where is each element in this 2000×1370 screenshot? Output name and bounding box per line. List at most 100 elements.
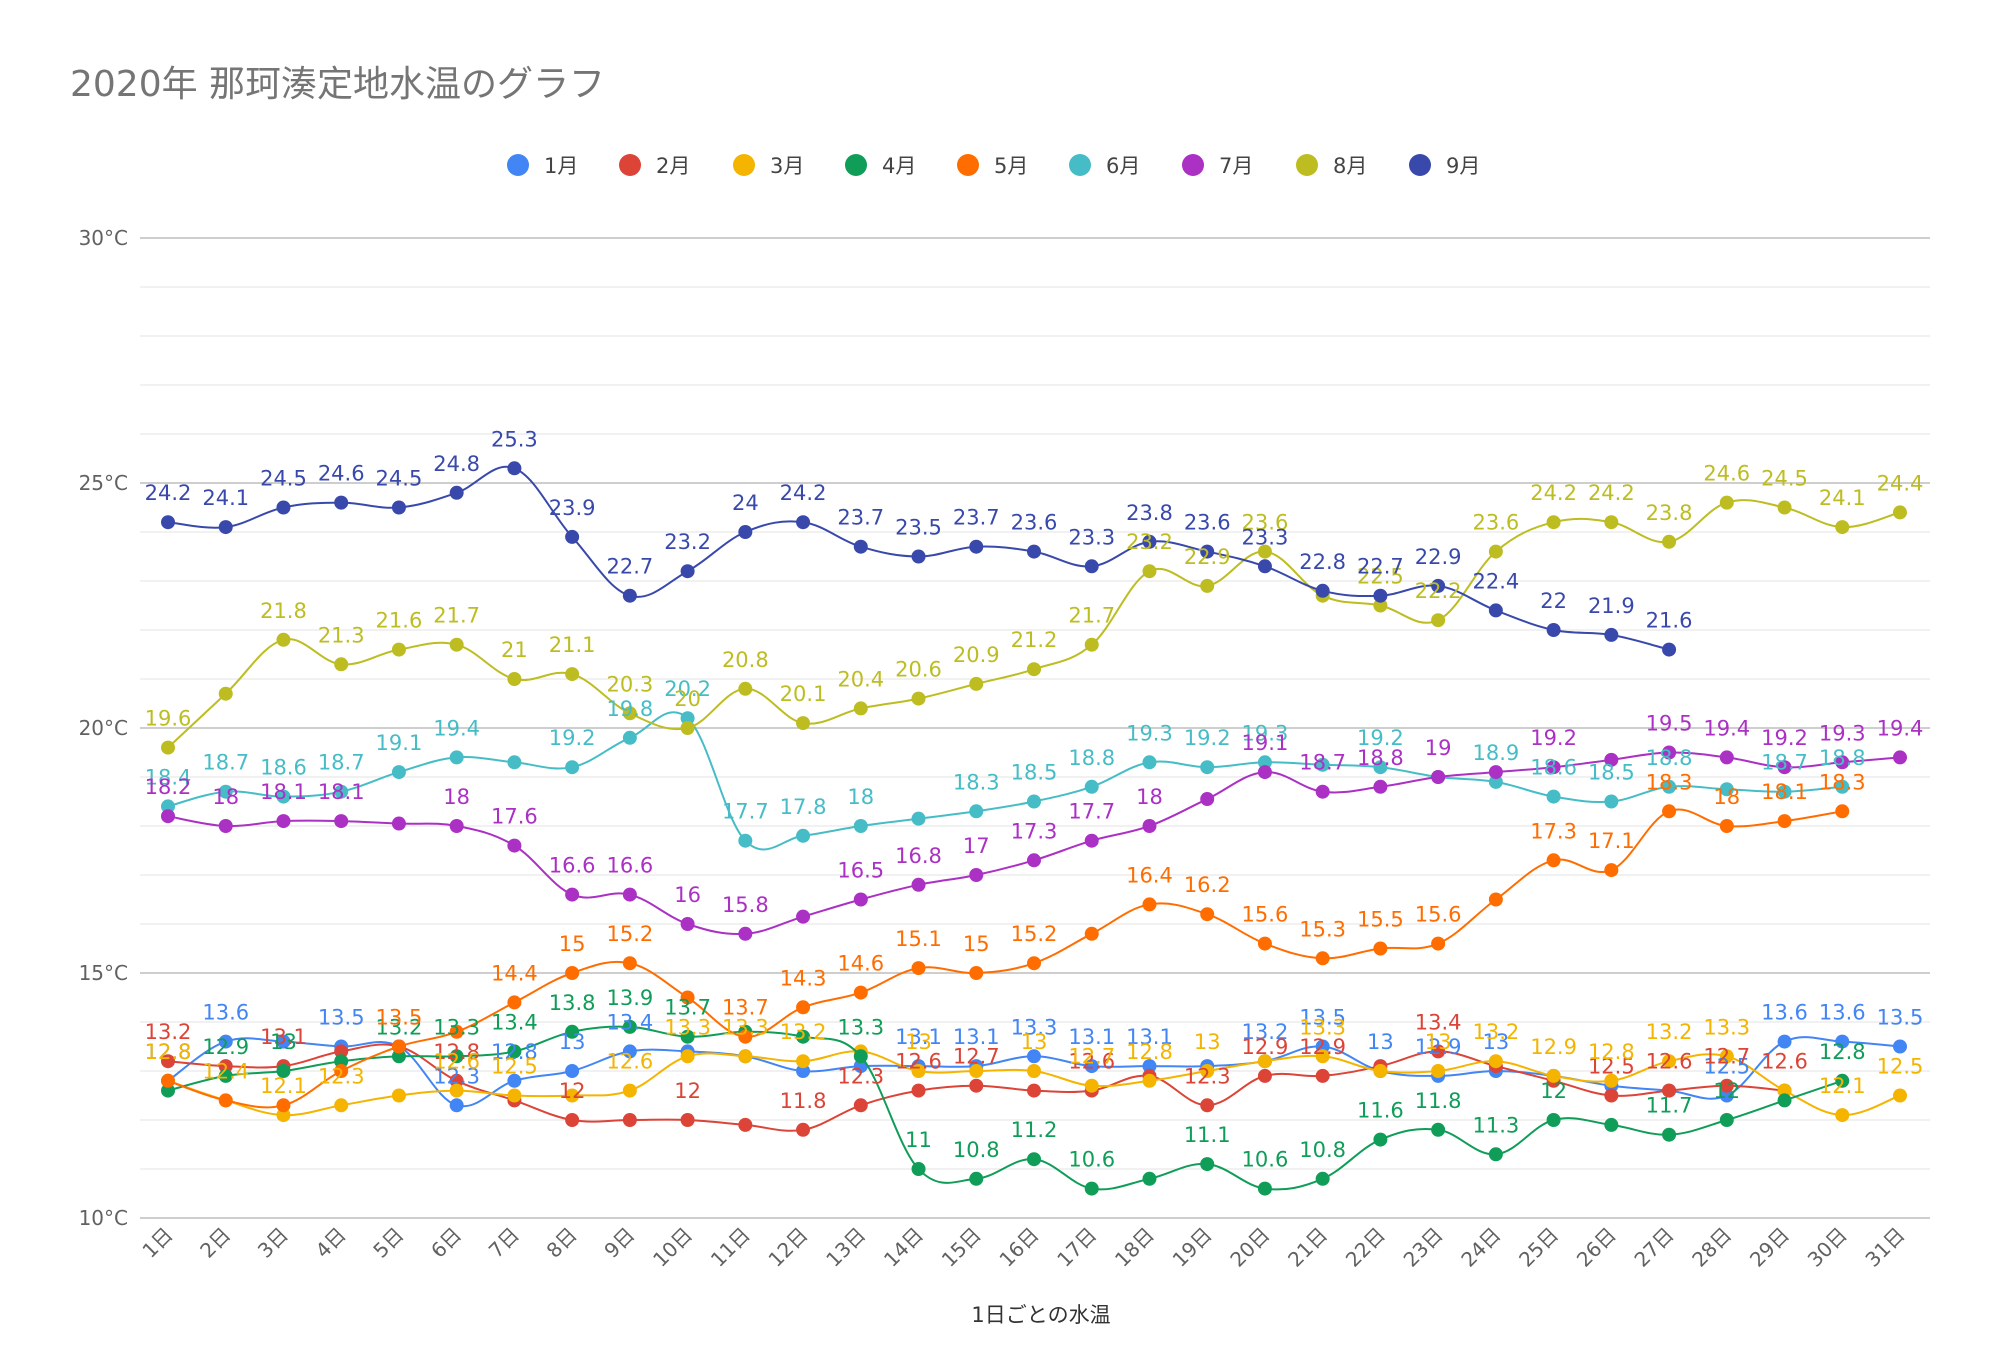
data-point[interactable]	[1027, 1152, 1041, 1167]
data-point[interactable]	[391, 1049, 406, 1064]
data-point[interactable]	[1719, 1113, 1734, 1127]
data-point[interactable]	[853, 701, 868, 716]
data-point[interactable]	[1431, 770, 1446, 784]
data-point[interactable]	[853, 892, 868, 907]
data-point[interactable]	[334, 1054, 349, 1069]
data-point[interactable]	[1604, 1073, 1619, 1088]
data-point[interactable]	[1893, 505, 1907, 520]
data-point[interactable]	[911, 877, 926, 892]
data-point[interactable]	[680, 1113, 695, 1127]
data-point[interactable]	[449, 637, 464, 652]
data-point[interactable]	[1142, 564, 1157, 579]
data-point[interactable]	[1546, 760, 1561, 775]
data-point[interactable]	[1084, 779, 1099, 794]
data-point[interactable]	[911, 1162, 926, 1176]
data-point[interactable]	[1142, 534, 1157, 549]
data-point[interactable]	[853, 539, 868, 554]
data-point[interactable]	[1200, 1098, 1215, 1113]
data-point[interactable]	[969, 804, 984, 819]
data-point[interactable]	[969, 868, 984, 882]
data-point[interactable]	[334, 1044, 349, 1059]
data-point[interactable]	[276, 1034, 291, 1049]
data-point[interactable]	[1719, 1078, 1734, 1093]
data-point[interactable]	[218, 1068, 233, 1083]
data-point[interactable]	[969, 539, 984, 554]
data-point[interactable]	[218, 819, 233, 833]
data-point[interactable]	[1546, 1113, 1561, 1127]
data-point[interactable]	[1662, 642, 1677, 657]
data-point[interactable]	[1315, 583, 1330, 598]
data-point[interactable]	[853, 1059, 868, 1074]
data-point[interactable]	[1200, 907, 1215, 922]
data-point[interactable]	[738, 926, 753, 941]
legend-item[interactable]: 3月	[733, 154, 804, 178]
data-point[interactable]	[161, 1083, 175, 1098]
data-point[interactable]	[565, 1113, 580, 1127]
data-point[interactable]	[738, 833, 753, 848]
data-point[interactable]	[1027, 794, 1041, 809]
data-point[interactable]	[1027, 1083, 1041, 1098]
data-point[interactable]	[565, 1064, 580, 1078]
data-point[interactable]	[969, 1064, 984, 1078]
data-point[interactable]	[334, 495, 349, 510]
data-point[interactable]	[391, 642, 406, 657]
data-point[interactable]	[1604, 752, 1619, 767]
data-point[interactable]	[911, 1083, 926, 1098]
data-point[interactable]	[276, 1108, 291, 1123]
data-point[interactable]	[1200, 792, 1215, 807]
data-point[interactable]	[796, 716, 811, 731]
data-point[interactable]	[911, 811, 926, 826]
data-point[interactable]	[1604, 1117, 1619, 1132]
data-point[interactable]	[1315, 1171, 1330, 1186]
data-point[interactable]	[1257, 1068, 1272, 1083]
data-point[interactable]	[334, 784, 349, 799]
data-point[interactable]	[1777, 784, 1792, 799]
data-point[interactable]	[507, 1044, 522, 1059]
data-point[interactable]	[1027, 1049, 1041, 1064]
data-point[interactable]	[449, 1024, 464, 1039]
data-point[interactable]	[1431, 1064, 1446, 1078]
data-point[interactable]	[1488, 603, 1503, 618]
data-point[interactable]	[680, 990, 695, 1005]
data-point[interactable]	[1604, 863, 1619, 878]
data-point[interactable]	[1315, 757, 1330, 772]
data-point[interactable]	[1084, 1078, 1099, 1093]
data-point[interactable]	[276, 500, 291, 515]
data-point[interactable]	[738, 525, 753, 539]
data-point[interactable]	[796, 828, 811, 843]
data-point[interactable]	[334, 1064, 349, 1078]
data-point[interactable]	[911, 961, 926, 976]
data-point[interactable]	[1488, 765, 1503, 780]
data-point[interactable]	[1835, 755, 1850, 770]
data-point[interactable]	[796, 1122, 811, 1137]
data-point[interactable]	[1142, 1059, 1157, 1074]
data-point[interactable]	[565, 1088, 580, 1103]
data-point[interactable]	[334, 1098, 349, 1113]
data-point[interactable]	[1142, 897, 1157, 912]
data-point[interactable]	[1662, 1083, 1677, 1098]
data-point[interactable]	[276, 1098, 291, 1113]
data-point[interactable]	[1777, 760, 1792, 775]
data-point[interactable]	[1604, 1088, 1619, 1103]
data-point[interactable]	[507, 755, 522, 770]
data-point[interactable]	[1027, 1064, 1041, 1078]
data-point[interactable]	[969, 1078, 984, 1093]
data-point[interactable]	[218, 1034, 233, 1049]
data-point[interactable]	[738, 1029, 753, 1044]
data-point[interactable]	[1719, 1088, 1734, 1103]
data-point[interactable]	[1027, 662, 1041, 677]
data-point[interactable]	[1835, 779, 1850, 794]
legend-item[interactable]: 4月	[845, 154, 916, 178]
data-point[interactable]	[1662, 1054, 1677, 1069]
data-point[interactable]	[276, 632, 291, 647]
data-point[interactable]	[911, 549, 926, 564]
legend-item[interactable]: 8月	[1296, 154, 1367, 178]
data-point[interactable]	[738, 1117, 753, 1132]
data-point[interactable]	[1142, 819, 1157, 833]
data-point[interactable]	[1084, 1181, 1099, 1196]
data-point[interactable]	[1604, 794, 1619, 809]
data-point[interactable]	[1488, 1054, 1503, 1069]
data-point[interactable]	[1027, 853, 1041, 868]
data-point[interactable]	[1027, 544, 1041, 559]
data-point[interactable]	[622, 1044, 637, 1059]
